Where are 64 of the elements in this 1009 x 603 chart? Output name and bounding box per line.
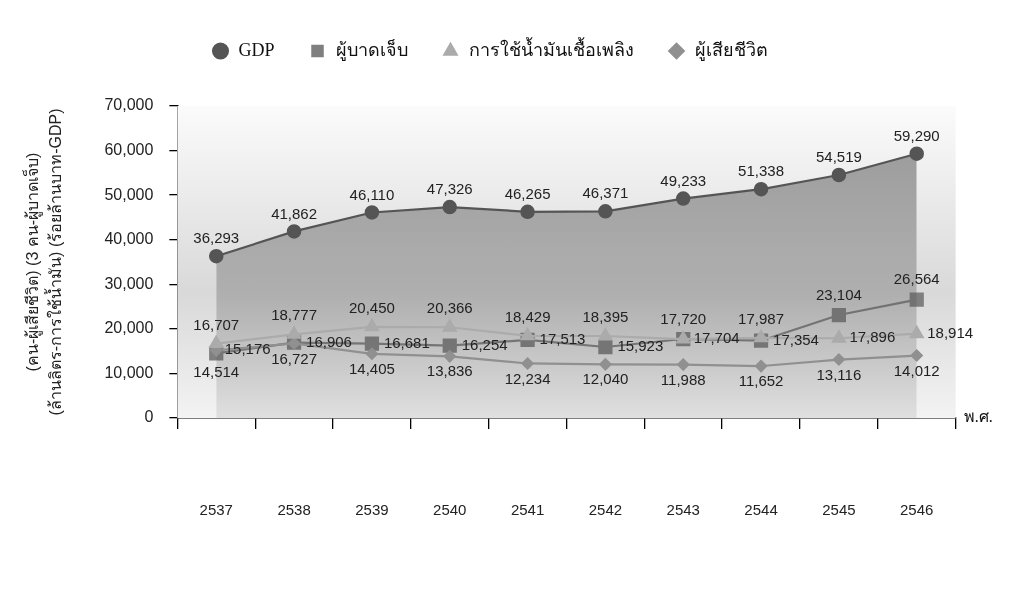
data-label: 17,513 — [539, 330, 586, 348]
data-label: 16,707 — [193, 315, 240, 333]
data-label: 14,514 — [193, 362, 240, 380]
data-label: 18,429 — [504, 308, 551, 325]
data-label: 23,104 — [815, 285, 862, 303]
data-label: 47,326 — [426, 180, 473, 198]
data-label: 13,116 — [816, 365, 862, 383]
data-label: 16,254 — [461, 335, 508, 353]
y-tick-label: 20,000 — [104, 319, 154, 337]
data-label: 26,564 — [893, 270, 940, 288]
data-label: 54,519 — [815, 148, 862, 166]
data-label: 12,040 — [582, 370, 629, 388]
data-label: 41,862 — [271, 204, 318, 222]
data-label: 15,923 — [617, 337, 664, 355]
y-axis-title: (คน-ผู้เสียชีวิต) (3 คน-ผู้บาดเจ็บ) (ล้านลิตร-การใช้น้ำมัน) (ร้อยล้านบาท-GDP) — [22, 108, 65, 416]
legend-label: ผู้เสียชีวิต — [694, 39, 768, 61]
data-label: 46,110 — [349, 185, 395, 203]
x-tick-label: 2540 — [433, 501, 467, 519]
data-label: 16,727 — [271, 349, 318, 367]
y-tick-label: 0 — [144, 408, 154, 426]
data-label: 17,720 — [660, 309, 707, 327]
x-tick-label: 2538 — [277, 501, 311, 519]
x-tick-label: 2539 — [355, 501, 389, 519]
y-tick-label: 40,000 — [104, 230, 154, 248]
x-tick-label: 2544 — [744, 501, 778, 519]
y-tick-label: 10,000 — [104, 363, 154, 381]
data-label: 20,450 — [348, 298, 395, 316]
data-label: 11,988 — [660, 370, 706, 388]
x-tick-label: 2546 — [900, 501, 934, 519]
data-label: 18,395 — [582, 308, 629, 326]
x-tick-label: 2542 — [588, 501, 623, 519]
y-tick-label: 30,000 — [104, 274, 154, 292]
data-label: 14,012 — [893, 361, 940, 379]
data-label: 12,234 — [504, 369, 551, 387]
data-label: 17,354 — [773, 330, 819, 348]
legend-label: ผู้บาดเจ็บ — [335, 37, 408, 61]
data-label: 14,405 — [348, 359, 395, 377]
data-label: 36,293 — [193, 229, 240, 247]
data-label: 18,777 — [271, 306, 318, 324]
data-label: 13,836 — [426, 362, 473, 380]
legend-label: การใช้น้ำมันเชื้อเพลิง — [468, 36, 634, 60]
data-label: 16,906 — [306, 332, 352, 350]
data-label: 20,366 — [426, 299, 473, 317]
x-tick-label: 2541 — [510, 501, 545, 519]
data-label: 17,704 — [693, 329, 740, 347]
data-label: 18,914 — [927, 323, 974, 341]
data-label: 46,265 — [504, 184, 551, 202]
data-label: 51,338 — [738, 162, 784, 180]
data-label: 49,233 — [660, 171, 707, 189]
x-tick-label: 2543 — [666, 501, 700, 519]
data-label: 11,652 — [738, 372, 784, 390]
data-label: 15,176 — [224, 340, 271, 358]
data-label: 16,681 — [383, 333, 430, 351]
x-tick-label: 2537 — [199, 501, 233, 519]
legend-label: GDP — [238, 39, 275, 60]
x-tick-label: 2545 — [822, 501, 856, 519]
data-label: 17,896 — [849, 328, 896, 346]
y-tick-label: 50,000 — [104, 185, 154, 203]
y-tick-label: 60,000 — [104, 140, 154, 158]
data-label: 46,371 — [582, 184, 629, 202]
y-tick-label: 70,000 — [104, 96, 154, 114]
data-label: 17,987 — [738, 309, 784, 327]
data-label: 59,290 — [893, 126, 940, 144]
x-axis-title: พ.ศ. — [963, 408, 993, 426]
